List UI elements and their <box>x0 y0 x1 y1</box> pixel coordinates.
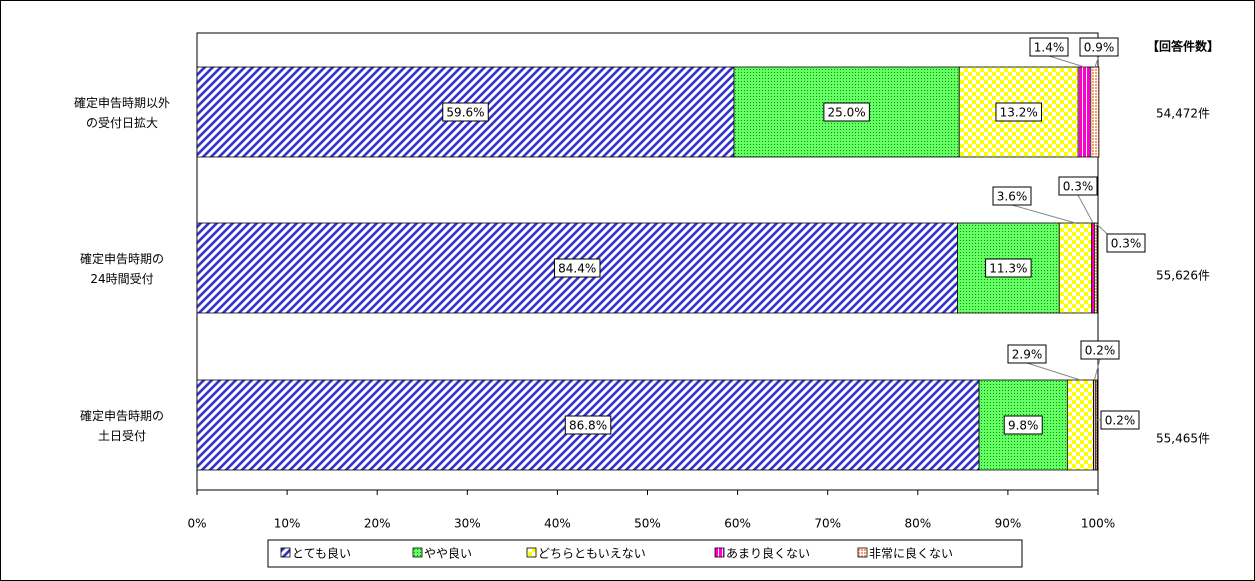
data-label: 0.3% <box>1111 237 1142 251</box>
x-tick-label: 70% <box>814 517 841 531</box>
legend-box <box>267 539 1023 568</box>
data-label-box <box>1003 415 1043 435</box>
y-tick-label: 確定申告時期以外の受付日拡大 <box>74 95 170 130</box>
bar-segment <box>1090 66 1100 158</box>
y-tick-label-line: 土日受付 <box>98 429 146 443</box>
data-label: 9.8% <box>1008 419 1039 433</box>
legend-label: どちらともいえない <box>538 547 646 561</box>
data-label-box <box>564 415 612 435</box>
leader-line <box>1093 358 1101 381</box>
count-label: 55,465件 <box>1156 432 1210 446</box>
x-tick-label: 30% <box>454 517 481 531</box>
leader-line <box>1048 55 1085 68</box>
bar-segment <box>1094 379 1098 471</box>
leader-line <box>1094 55 1100 68</box>
legend-swatch <box>526 547 537 558</box>
count-label: 54,472件 <box>1156 107 1210 121</box>
data-label: 25.0% <box>828 106 866 120</box>
data-label-box <box>823 102 870 122</box>
data-label-box <box>1007 344 1047 364</box>
x-tick-label: 20% <box>364 517 391 531</box>
data-label-box <box>1079 37 1119 57</box>
y-tick-label-line: 確定申告時期以外 <box>74 95 170 110</box>
x-tick-label: 100% <box>1081 517 1115 531</box>
legend-swatch <box>714 547 725 558</box>
x-tick-label: 10% <box>274 517 301 531</box>
data-label: 0.3% <box>1063 180 1094 194</box>
data-label-box <box>1106 233 1146 253</box>
y-tick-label-line: 24時間受付 <box>90 272 153 286</box>
bar-segment <box>1058 222 1093 314</box>
data-label: 11.3% <box>989 262 1027 276</box>
x-tick-label: 60% <box>724 517 751 531</box>
data-label: 0.2% <box>1105 414 1136 428</box>
legend-swatch <box>280 547 291 558</box>
data-label: 86.8% <box>569 419 607 433</box>
legend-label: 非常に良くない <box>869 546 953 561</box>
x-tick-label: 0% <box>187 517 206 531</box>
data-label: 84.4% <box>558 262 596 276</box>
bar-segment <box>1091 222 1095 314</box>
y-tick-label: 確定申告時期の 24時間受付 <box>80 251 164 286</box>
y-tick-label-line: 確定申告時期の <box>80 408 164 423</box>
legend-swatch <box>412 547 423 558</box>
legend-label: あまり良くない <box>726 546 810 561</box>
y-tick-label: 確定申告時期の土日受付 <box>80 408 164 443</box>
data-label-box <box>442 102 489 122</box>
data-label: 13.2% <box>1000 106 1038 120</box>
data-label: 59.6% <box>446 106 484 120</box>
data-label-box <box>1100 410 1140 430</box>
data-label: 1.4% <box>1034 41 1065 55</box>
data-label: 0.2% <box>1085 344 1116 358</box>
counts-title: 【回答件数】 <box>1147 39 1219 54</box>
legend-swatch <box>857 547 868 558</box>
data-label-box <box>1029 37 1069 57</box>
data-label-box <box>553 258 601 278</box>
legend-label: やや良い <box>424 546 472 561</box>
data-label-box <box>1080 340 1120 360</box>
y-tick-label-line: の受付日拡大 <box>86 116 158 130</box>
data-label: 0.9% <box>1084 41 1115 55</box>
bar-segment <box>1093 222 1098 314</box>
data-label: 3.6% <box>997 190 1028 204</box>
bar-segment <box>1077 66 1092 158</box>
leader-line <box>1077 194 1094 224</box>
x-tick-label: 50% <box>634 517 661 531</box>
legend-label: とても良い <box>292 546 351 561</box>
leader-line <box>1026 362 1081 381</box>
data-label-box <box>985 258 1032 278</box>
data-label-box <box>995 102 1042 122</box>
x-tick-label: 40% <box>544 517 571 531</box>
bar-segment <box>1066 379 1094 471</box>
data-label-box <box>1058 176 1098 196</box>
data-label: 2.9% <box>1012 348 1043 362</box>
y-tick-label-line: 確定申告時期の <box>80 251 164 266</box>
x-tick-label: 80% <box>904 517 931 531</box>
count-label: 55,626件 <box>1156 269 1210 283</box>
x-tick-label: 90% <box>995 517 1022 531</box>
data-label-box <box>992 186 1032 206</box>
leader-line <box>1011 204 1076 224</box>
